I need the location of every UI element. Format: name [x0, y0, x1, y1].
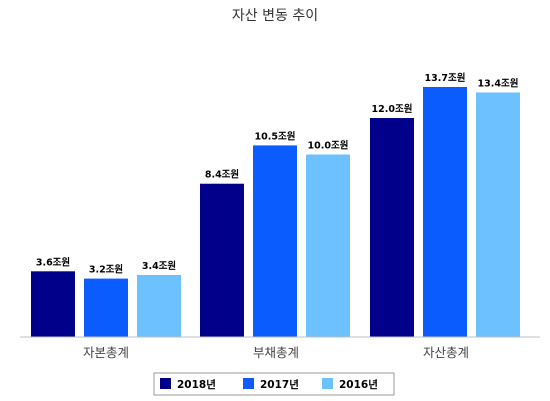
data-label-2-1: 13.7조원	[425, 72, 466, 84]
bar-0-1	[84, 278, 128, 337]
bar-2-0	[370, 118, 414, 337]
data-label-2-0: 12.0조원	[372, 103, 413, 115]
data-label-1-1: 10.5조원	[255, 130, 296, 142]
legend-swatch-1	[243, 378, 254, 389]
data-label-1-2: 10.0조원	[308, 140, 349, 152]
bar-1-2	[306, 154, 350, 337]
legend-label-0: 2018년	[177, 378, 216, 391]
legend-label-1: 2017년	[260, 378, 299, 391]
category-labels-group: 자본총계 부채총계 자산총계	[83, 345, 469, 360]
data-label-1-0: 8.4조원	[205, 169, 239, 181]
legend: 2018년 2017년 2016년	[153, 372, 395, 396]
category-label-2: 자산총계	[423, 345, 469, 360]
data-labels-group: 3.6조원 3.2조원 3.4조원 8.4조원 10.5조원 10.0조원 12.0조원 13…	[36, 72, 519, 276]
bar-1-1	[253, 145, 297, 337]
chart-title: 자산 변동 추이	[232, 8, 318, 24]
legend-swatch-2	[322, 378, 333, 389]
category-label-1: 부채총계	[253, 345, 299, 360]
legend-label-2: 2016년	[339, 378, 378, 391]
bar-0-2	[137, 274, 181, 337]
bars-group	[31, 87, 520, 337]
data-label-2-2: 13.4조원	[478, 77, 519, 89]
bar-2-1	[423, 87, 467, 337]
legend-frame	[153, 372, 395, 396]
data-label-0-0: 3.6조원	[36, 256, 70, 268]
bar-2-2	[476, 92, 520, 337]
legend-swatch-0	[160, 378, 171, 389]
data-label-0-2: 3.4조원	[142, 260, 176, 272]
bar-1-0	[200, 183, 244, 337]
category-label-0: 자본총계	[83, 345, 129, 360]
bar-0-0	[31, 271, 75, 337]
data-label-0-1: 3.2조원	[89, 264, 123, 276]
